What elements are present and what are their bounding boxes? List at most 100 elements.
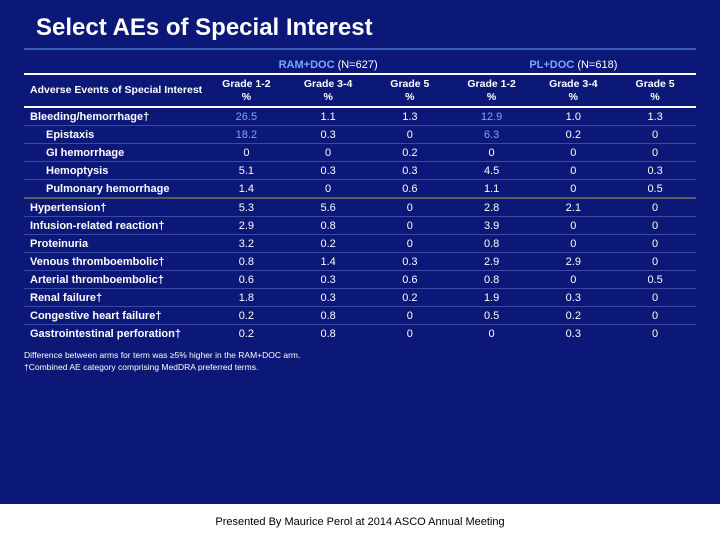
cell-ram-g12: 5.3 — [206, 198, 288, 217]
cell-ram-g5: 0.3 — [369, 253, 451, 271]
group-header-row: RAM+DOC (N=627) PL+DOC (N=618) — [24, 56, 696, 74]
cell-ram-g5: 0.2 — [369, 289, 451, 307]
cell-ram-g5: 0.3 — [369, 162, 451, 180]
cell-pl-g5: 0 — [614, 235, 696, 253]
row-label: Congestive heart failure† — [24, 307, 206, 325]
cell-ram-g34: 0.3 — [287, 271, 369, 289]
cell-pl-g34: 0 — [532, 235, 614, 253]
cell-ram-g34: 0.8 — [287, 307, 369, 325]
cell-pl-g12: 2.8 — [451, 198, 533, 217]
cell-ram-g34: 0.3 — [287, 289, 369, 307]
table-row: Proteinuria3.20.200.800 — [24, 235, 696, 253]
cell-ram-g5: 0 — [369, 198, 451, 217]
cell-pl-g5: 0 — [614, 198, 696, 217]
table-row: Bleeding/hemorrhage†26.51.11.312.91.01.3 — [24, 107, 696, 126]
ram-g5-header: Grade 5% — [369, 74, 451, 107]
cell-ram-g12: 1.8 — [206, 289, 288, 307]
cell-ram-g34: 5.6 — [287, 198, 369, 217]
cell-pl-g12: 0.8 — [451, 271, 533, 289]
cell-ram-g12: 0.8 — [206, 253, 288, 271]
cell-pl-g34: 2.1 — [532, 198, 614, 217]
cell-ram-g34: 0.3 — [287, 162, 369, 180]
cell-ram-g12: 5.1 — [206, 162, 288, 180]
ram-group-header: RAM+DOC (N=627) — [206, 56, 451, 74]
footnotes: Difference between arms for term was ≥5%… — [24, 350, 696, 373]
cell-ram-g12: 0.2 — [206, 325, 288, 343]
cell-pl-g34: 0 — [532, 162, 614, 180]
row-label: Hypertension† — [24, 198, 206, 217]
cell-pl-g12: 4.5 — [451, 162, 533, 180]
cell-ram-g12: 18.2 — [206, 126, 288, 144]
table-row: Infusion-related reaction†2.90.803.900 — [24, 217, 696, 235]
cell-ram-g5: 0.6 — [369, 271, 451, 289]
cell-pl-g12: 2.9 — [451, 253, 533, 271]
cell-ram-g5: 0 — [369, 307, 451, 325]
cell-pl-g5: 0 — [614, 307, 696, 325]
cell-pl-g12: 1.1 — [451, 180, 533, 199]
row-label: Venous thromboembolic† — [24, 253, 206, 271]
footnote-2: †Combined AE category comprising MedDRA … — [24, 362, 696, 373]
table-row: Pulmonary hemorrhage1.400.61.100.5 — [24, 180, 696, 199]
cell-pl-g5: 0.3 — [614, 162, 696, 180]
pl-g34-header: Grade 3-4% — [532, 74, 614, 107]
cell-ram-g34: 0.3 — [287, 126, 369, 144]
cell-pl-g5: 0 — [614, 253, 696, 271]
cell-ram-g34: 0.8 — [287, 217, 369, 235]
cell-pl-g12: 3.9 — [451, 217, 533, 235]
row-label: Epistaxis — [24, 126, 206, 144]
cell-ram-g34: 0.2 — [287, 235, 369, 253]
col-header-row: Adverse Events of Special Interest Grade… — [24, 74, 696, 107]
cell-ram-g5: 0 — [369, 217, 451, 235]
cell-ram-g12: 2.9 — [206, 217, 288, 235]
cell-pl-g12: 0 — [451, 325, 533, 343]
table-row: Venous thromboembolic†0.81.40.32.92.90 — [24, 253, 696, 271]
cell-ram-g34: 0 — [287, 180, 369, 199]
table-row: Renal failure†1.80.30.21.90.30 — [24, 289, 696, 307]
caption-text: Presented By Maurice Perol at 2014 ASCO … — [215, 516, 504, 528]
table-row: Epistaxis18.20.306.30.20 — [24, 126, 696, 144]
row-label: Proteinuria — [24, 235, 206, 253]
pl-g12-header: Grade 1-2% — [451, 74, 533, 107]
pl-g5-header: Grade 5% — [614, 74, 696, 107]
cell-ram-g5: 0.6 — [369, 180, 451, 199]
cell-pl-g12: 0.5 — [451, 307, 533, 325]
cell-pl-g34: 0 — [532, 271, 614, 289]
cell-pl-g34: 0 — [532, 217, 614, 235]
ram-n: (N=627) — [338, 59, 378, 71]
caption-bar: Presented By Maurice Perol at 2014 ASCO … — [0, 504, 720, 540]
table-row: Hypertension†5.35.602.82.10 — [24, 198, 696, 217]
row-header-title: Adverse Events of Special Interest — [24, 74, 206, 107]
cell-ram-g5: 0.2 — [369, 144, 451, 162]
cell-pl-g34: 0.2 — [532, 126, 614, 144]
cell-pl-g5: 0.5 — [614, 271, 696, 289]
pl-group-header: PL+DOC (N=618) — [451, 56, 696, 74]
cell-pl-g34: 1.0 — [532, 107, 614, 126]
cell-pl-g12: 0 — [451, 144, 533, 162]
cell-ram-g34: 1.1 — [287, 107, 369, 126]
cell-pl-g5: 0 — [614, 325, 696, 343]
slide: Select AEs of Special Interest RAM+DOC (… — [0, 0, 720, 504]
row-label: Infusion-related reaction† — [24, 217, 206, 235]
cell-pl-g12: 1.9 — [451, 289, 533, 307]
slide-title: Select AEs of Special Interest — [24, 14, 696, 42]
cell-ram-g12: 3.2 — [206, 235, 288, 253]
row-label: Bleeding/hemorrhage† — [24, 107, 206, 126]
table-row: GI hemorrhage000.2000 — [24, 144, 696, 162]
cell-pl-g5: 0 — [614, 289, 696, 307]
cell-pl-g34: 2.9 — [532, 253, 614, 271]
cell-pl-g5: 0.5 — [614, 180, 696, 199]
row-label: Renal failure† — [24, 289, 206, 307]
row-label: GI hemorrhage — [24, 144, 206, 162]
table-row: Congestive heart failure†0.20.800.50.20 — [24, 307, 696, 325]
ram-g34-header: Grade 3-4% — [287, 74, 369, 107]
cell-pl-g34: 0 — [532, 144, 614, 162]
table-row: Hemoptysis5.10.30.34.500.3 — [24, 162, 696, 180]
pl-n: (N=618) — [577, 59, 617, 71]
cell-pl-g12: 6.3 — [451, 126, 533, 144]
table-row: Gastrointestinal perforation†0.20.8000.3… — [24, 325, 696, 343]
cell-ram-g5: 0 — [369, 325, 451, 343]
cell-ram-g34: 0 — [287, 144, 369, 162]
cell-pl-g34: 0.3 — [532, 289, 614, 307]
cell-ram-g34: 0.8 — [287, 325, 369, 343]
row-label: Pulmonary hemorrhage — [24, 180, 206, 199]
